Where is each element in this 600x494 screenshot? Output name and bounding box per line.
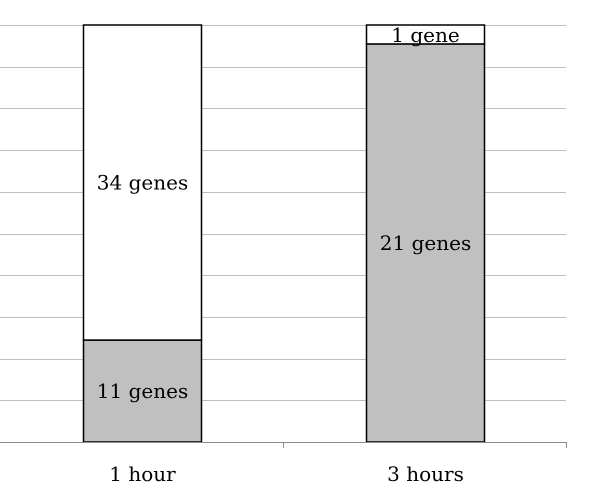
- bar-segment: [82, 24, 203, 341]
- x-axis: 1 hour 3 hours: [0, 442, 567, 486]
- data-label: 21 genes: [380, 231, 471, 255]
- data-label: 1 gene: [391, 23, 459, 47]
- bar-segment: [365, 24, 486, 45]
- x-tick-label: 1 hour: [109, 462, 176, 486]
- data-labels: 11 genes 34 genes 21 genes 1 gene: [97, 23, 471, 403]
- data-label: 11 genes: [97, 379, 188, 403]
- data-label: 34 genes: [97, 171, 188, 195]
- x-tick-label: 3 hours: [387, 462, 464, 486]
